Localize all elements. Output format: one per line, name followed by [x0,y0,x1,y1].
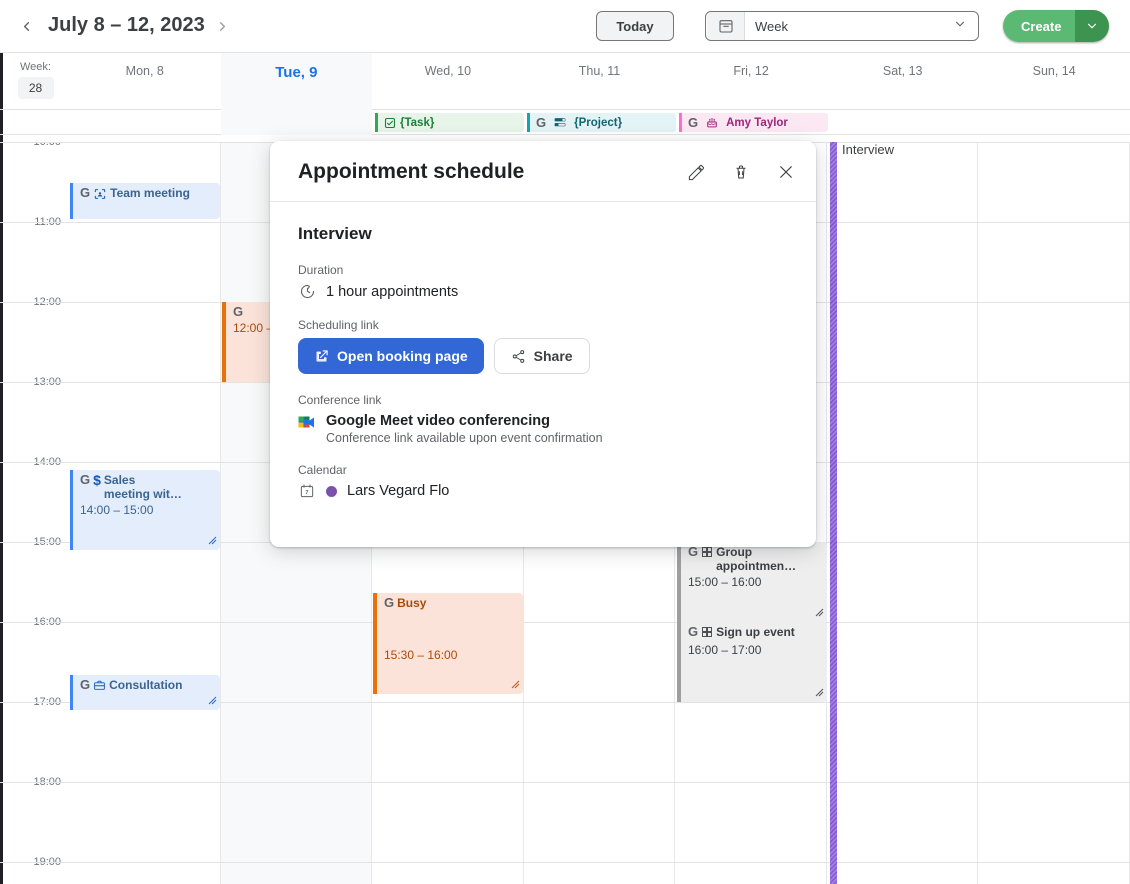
svg-text:7: 7 [305,490,308,496]
